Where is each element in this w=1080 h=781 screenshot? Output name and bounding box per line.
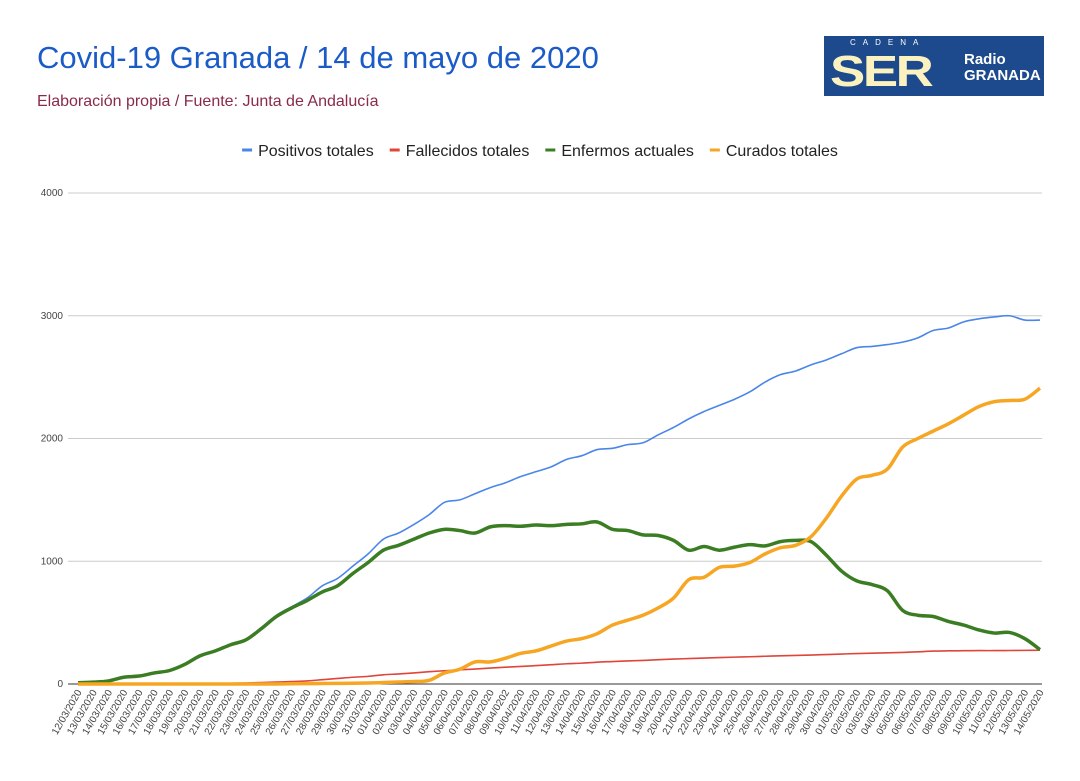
series-line-curados-totales xyxy=(77,386,1042,686)
chart-title: Covid-19 Granada / 14 de mayo de 2020 xyxy=(37,40,599,75)
y-tick-label: 4000 xyxy=(41,188,64,199)
logo-ser: SER xyxy=(830,47,934,96)
series-line-enfermos-actuales xyxy=(77,520,1042,685)
y-tick-label: 0 xyxy=(57,679,63,690)
series-line-fallecidos-totales xyxy=(77,649,1041,685)
logo-radio-granada: Radio GRANADA xyxy=(964,52,1041,84)
logo-radio: Radio xyxy=(964,51,1006,68)
logo-cadena: CADENA xyxy=(850,38,926,47)
y-tick-label: 3000 xyxy=(41,311,64,322)
legend-item: Enfermos actuales xyxy=(561,143,694,160)
y-tick-label: 1000 xyxy=(41,556,64,567)
legend-item: Positivos totales xyxy=(258,143,374,160)
cadena-ser-logo: CADENA SER Radio GRANADA xyxy=(824,36,1044,96)
legend-item: Fallecidos totales xyxy=(406,143,530,160)
chart-subtitle: Elaboración propia / Fuente: Junta de An… xyxy=(37,93,379,110)
legend-item: Curados totales xyxy=(726,143,838,160)
series-line-positivos-totales xyxy=(77,314,1041,684)
logo-granada: GRANADA xyxy=(964,67,1041,84)
y-tick-label: 2000 xyxy=(41,434,64,445)
